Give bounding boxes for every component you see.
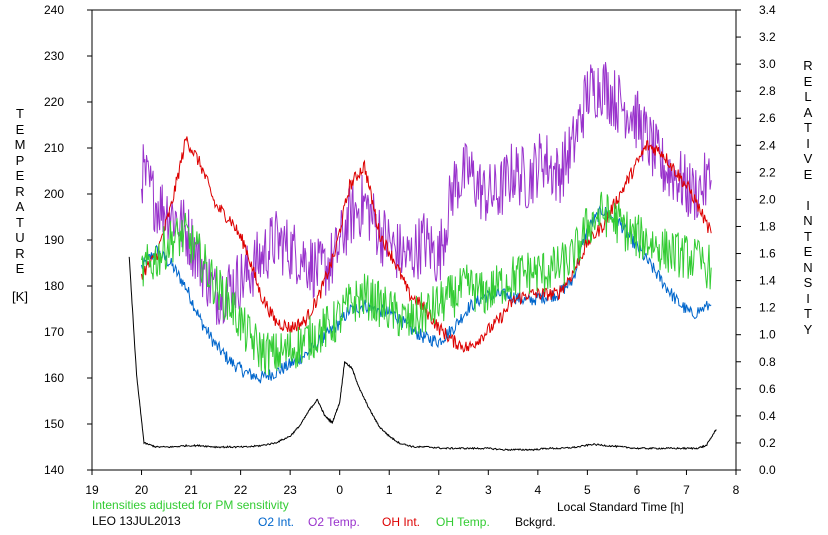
- axis-title-letter: T: [16, 106, 24, 121]
- x-tick-label: 20: [135, 483, 149, 497]
- axis-title-letter: N: [803, 259, 813, 275]
- right-tick-label: 3.0: [759, 57, 776, 71]
- axis-title-letter: N: [803, 213, 813, 228]
- axis-title-letter: R: [803, 58, 813, 73]
- right-tick-label: 3.4: [759, 3, 776, 17]
- legend-bckgrd: Bckgrd.: [515, 515, 556, 529]
- series-line-bckgrd: [128, 256, 717, 452]
- axis-title-letter: E: [15, 121, 25, 137]
- x-tick-label: 23: [283, 483, 297, 497]
- left-tick-label: 230: [44, 49, 64, 63]
- axis-title-letter: E: [803, 166, 813, 182]
- x-tick-label: 1: [386, 483, 393, 497]
- right-tick-label: 1.8: [759, 219, 776, 233]
- legend-oh-temp: OH Temp.: [436, 515, 490, 529]
- left-tick-label: 220: [44, 95, 64, 109]
- left-tick-label: 160: [44, 371, 64, 385]
- legend-o2-temp: O2 Temp.: [308, 515, 360, 529]
- series-line-oh-int: [141, 136, 712, 353]
- left-tick-label: 210: [44, 141, 64, 155]
- right-tick-label: 2.8: [759, 84, 776, 98]
- x-tick-label: 6: [634, 483, 641, 497]
- right-tick-label: 2.0: [759, 192, 776, 206]
- right-tick-label: 3.2: [759, 30, 776, 44]
- x-tick-label: 2: [435, 483, 442, 497]
- x-tick-label: 5: [584, 483, 591, 497]
- series-line-o2-int: [141, 205, 712, 384]
- right-tick-label: 0.2: [759, 436, 776, 450]
- axis-title-letter: A: [15, 199, 25, 214]
- axis-title-letter: I: [806, 197, 810, 213]
- axis-title-letter: E: [15, 261, 25, 276]
- x-tick-label: 21: [184, 483, 198, 497]
- axis-title-letter: A: [803, 104, 813, 120]
- left-axis-ticks: 140 150 160 170 180 190 200 210 220 230 240: [44, 3, 92, 477]
- right-tick-label: 1.0: [759, 328, 776, 342]
- axis-title-letter: I: [806, 290, 810, 306]
- right-tick-label: 2.4: [759, 138, 776, 152]
- series-line-oh-temp: [141, 191, 712, 376]
- axis-title-letter: Y: [803, 321, 813, 337]
- x-tick-label: 0: [336, 483, 343, 497]
- axis-title-letter: M: [14, 137, 26, 152]
- right-tick-label: 1.4: [759, 274, 776, 288]
- legend-oh-int: OH Int.: [382, 515, 421, 529]
- right-tick-label: 0.0: [759, 463, 776, 477]
- left-tick-label: 140: [44, 463, 64, 477]
- left-tick-label: 240: [44, 3, 64, 17]
- left-tick-label: 200: [44, 187, 64, 201]
- right-axis-ticks: 0.0 0.2 0.4 0.6 0.8 1.0 1.2 1.4 1.6 1.8 2.0 2.2 2.4 2…: [736, 3, 776, 477]
- left-axis-unit: [K]: [12, 288, 28, 304]
- x-tick-label: 19: [85, 483, 99, 497]
- legend-o2-int: O2 Int.: [258, 515, 295, 529]
- axis-title-letter: T: [804, 228, 812, 244]
- left-tick-label: 170: [44, 325, 64, 339]
- right-tick-label: 1.2: [759, 301, 776, 315]
- x-tick-label: 3: [485, 483, 492, 497]
- x-axis-ticks: 19 20 21 22 23 0 1 2 3 4 5 6 7 8: [85, 470, 740, 497]
- note-text: Intensities adjusted for PM sensitivity: [92, 498, 289, 512]
- right-tick-label: 2.6: [759, 111, 776, 125]
- axis-title-letter: E: [803, 73, 813, 89]
- right-tick-label: 0.6: [759, 382, 776, 396]
- axis-title-letter: T: [16, 214, 24, 230]
- axis-title-letter: P: [15, 152, 25, 168]
- axis-title-letter: R: [15, 245, 25, 261]
- axis-title-letter: E: [803, 244, 813, 259]
- x-tick-label: 4: [535, 483, 542, 497]
- right-tick-label: 0.4: [759, 409, 776, 423]
- left-tick-label: 190: [44, 233, 64, 247]
- axis-title-letter: [798, 182, 818, 198]
- axis-title-letter: L: [804, 89, 812, 104]
- series-layer: [128, 62, 717, 452]
- left-tick-label: 180: [44, 279, 64, 293]
- station-date: LEO 13JUL2013: [92, 514, 181, 528]
- x-tick-label: 8: [733, 483, 740, 497]
- right-tick-label: 1.6: [759, 247, 776, 261]
- right-tick-label: 0.8: [759, 355, 776, 369]
- axis-title-letter: U: [15, 230, 25, 245]
- x-tick-label: 7: [683, 483, 690, 497]
- axis-title-letter: I: [806, 135, 810, 151]
- right-tick-label: 2.2: [759, 165, 776, 179]
- x-tick-label: 22: [234, 483, 248, 497]
- axis-title-letter: T: [804, 120, 812, 135]
- axis-title-letter: T: [804, 306, 812, 321]
- axis-title-letter: R: [15, 183, 25, 199]
- axis-title-letter: S: [803, 275, 813, 290]
- axis-title-letter: V: [803, 151, 813, 166]
- x-axis-title: Local Standard Time [h]: [557, 500, 684, 514]
- left-tick-label: 150: [44, 417, 64, 431]
- axis-title-letter: E: [15, 168, 25, 183]
